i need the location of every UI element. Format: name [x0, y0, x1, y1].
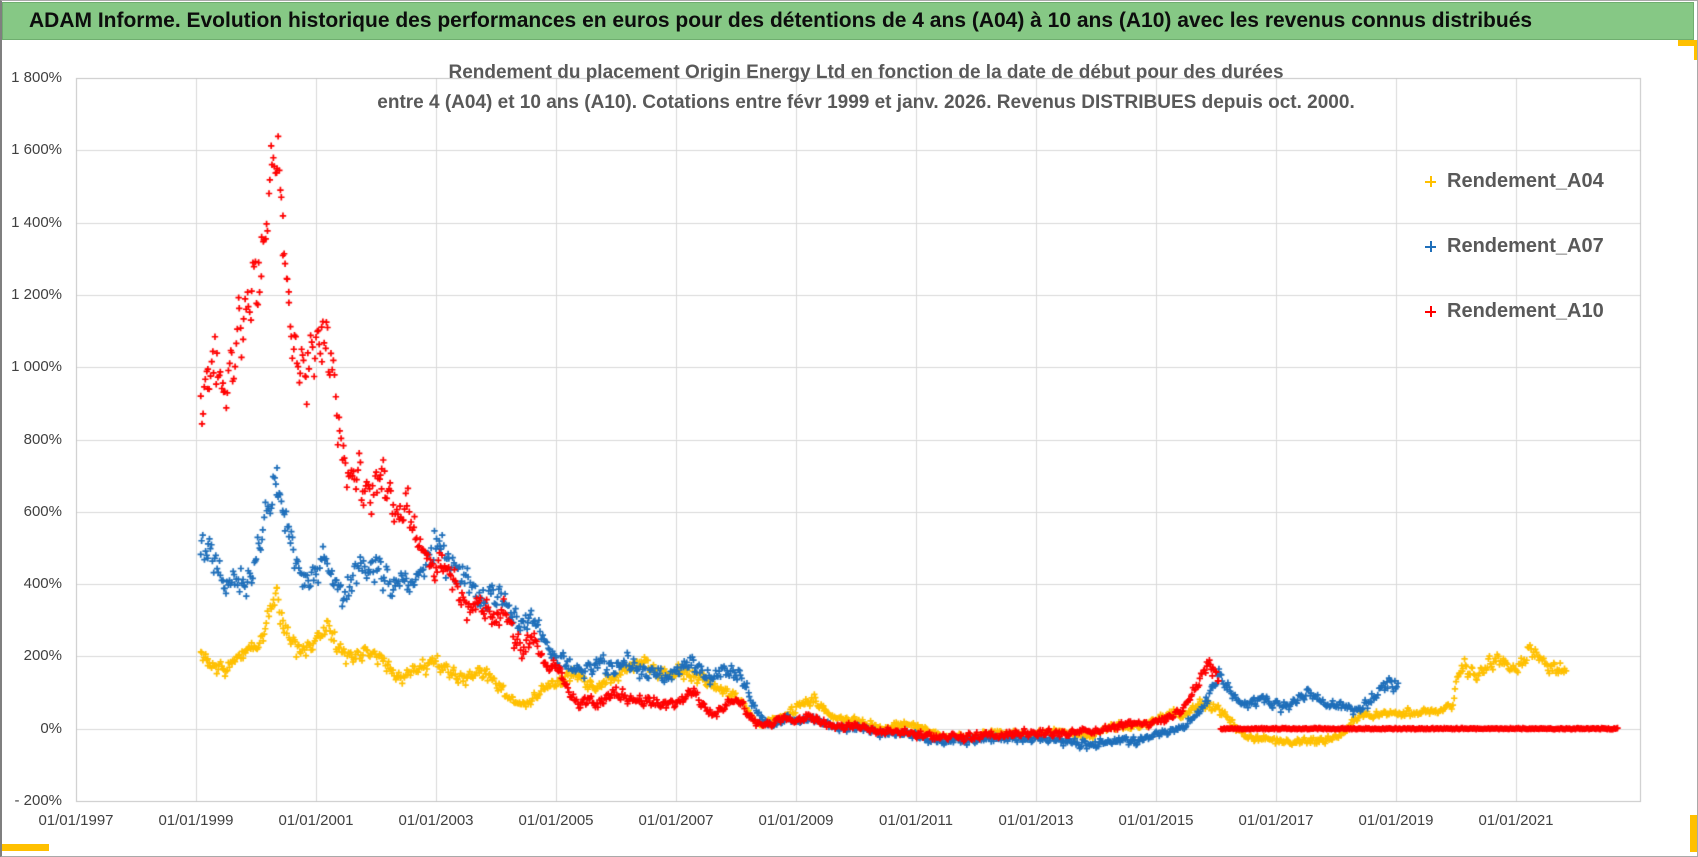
legend-plus-marker-icon — [1424, 305, 1437, 318]
x-tick-label: 01/01/1999 — [158, 812, 234, 829]
legend-item-label: Rendement_A04 — [1447, 170, 1604, 192]
x-tick-label: 01/01/2009 — [758, 812, 834, 829]
y-tick-label: 400% — [23, 575, 62, 593]
y-tick-label: 600% — [23, 502, 62, 520]
chart-legend: Rendement_A04 Rendement_A07 Rendement_A10 — [1424, 168, 1604, 363]
x-tick-label: 01/01/2019 — [1358, 812, 1434, 829]
x-tick-label: 01/01/2013 — [998, 812, 1074, 829]
y-tick-label: 0% — [40, 719, 62, 737]
y-tick-label: 1 800% — [11, 69, 62, 86]
y-tick-label: 1 400% — [11, 213, 62, 231]
selection-accent-bottom-right — [1690, 815, 1697, 852]
x-tick-label: 01/01/2003 — [398, 812, 474, 829]
x-tick-label: 01/01/2017 — [1238, 812, 1314, 829]
header-cell[interactable]: ADAM Informe. Evolution historique des p… — [2, 2, 1694, 40]
legend-plus-marker-icon — [1424, 175, 1437, 188]
legend-item-a04[interactable]: Rendement_A04 — [1424, 168, 1604, 195]
legend-item-a10[interactable]: Rendement_A10 — [1424, 298, 1604, 325]
selection-accent-top-right — [1678, 40, 1698, 60]
selection-accent-bottom-left — [2, 844, 49, 851]
chart-title-line1: Rendement du placement Origin Energy Ltd… — [448, 62, 1284, 83]
x-tick-label: 01/01/2021 — [1478, 812, 1554, 829]
y-tick-label: 1 200% — [11, 285, 62, 303]
y-tick-label: 200% — [23, 647, 62, 665]
x-tick-label: 01/01/2001 — [278, 812, 354, 829]
legend-item-label: Rendement_A07 — [1447, 235, 1604, 257]
y-tick-label: - 200% — [14, 792, 62, 809]
x-tick-label: 01/01/2007 — [638, 812, 714, 829]
chart-title-line2: entre 4 (A04) et 10 ans (A10). Cotations… — [377, 92, 1355, 113]
x-tick-label: 01/01/2005 — [518, 812, 594, 829]
x-tick-label: 01/01/2015 — [1118, 812, 1194, 829]
y-tick-label: 800% — [23, 430, 62, 448]
header-title: ADAM Informe. Evolution historique des p… — [29, 9, 1533, 32]
x-tick-label: 01/01/2011 — [879, 812, 953, 829]
y-tick-label: 1 000% — [11, 358, 62, 376]
legend-plus-marker-icon — [1424, 240, 1437, 253]
legend-item-a07[interactable]: Rendement_A07 — [1424, 233, 1604, 260]
y-tick-label: 1 600% — [11, 141, 62, 159]
legend-item-label: Rendement_A10 — [1447, 300, 1604, 322]
chart-title: Rendement du placement Origin Energy Ltd… — [258, 58, 1474, 118]
x-tick-label: 01/01/1997 — [38, 812, 114, 829]
